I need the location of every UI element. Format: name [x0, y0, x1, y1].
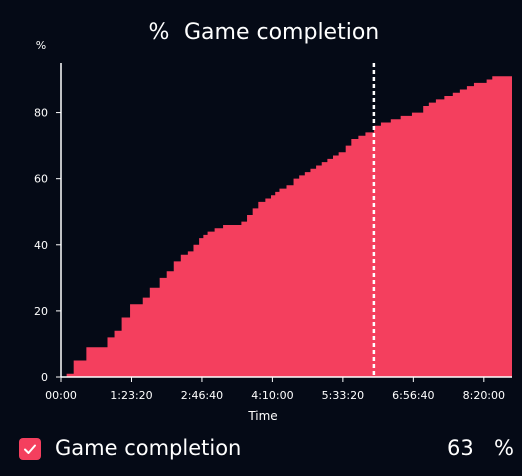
chart-title: Game completion — [184, 20, 379, 45]
legend-label: Game completion — [55, 436, 242, 460]
x-tick-label: 00:00 — [45, 389, 77, 402]
x-tick-label: 6:56:40 — [392, 389, 434, 402]
y-tick-label: 60 — [34, 173, 48, 186]
y-tick-label: 80 — [34, 107, 48, 120]
plot-area: 0 20 40 60 80 00:00 1:23:20 2:46:40 4:10:00 5:33:… — [34, 63, 512, 402]
legend-unit: % — [494, 436, 514, 460]
series-area-game-completion — [61, 76, 512, 377]
x-tick-label: 5:33:20 — [322, 389, 364, 402]
legend-row: Game completion 63 % — [0, 428, 522, 472]
y-axis-label: % — [36, 39, 46, 52]
y-tick-label: 40 — [34, 239, 48, 252]
series-toggle-checkbox[interactable] — [19, 438, 41, 460]
legend-value: 63 — [447, 436, 474, 460]
chart-title-prefix: % — [149, 20, 170, 45]
y-tick-label: 20 — [34, 305, 48, 318]
x-tick-label: 8:20:00 — [463, 389, 505, 402]
x-tick-label: 2:46:40 — [181, 389, 223, 402]
x-axis-label: Time — [247, 409, 277, 423]
check-icon — [24, 444, 36, 454]
y-tick-label: 0 — [41, 371, 48, 384]
x-tick-label: 1:23:20 — [110, 389, 152, 402]
x-tick-label: 4:10:00 — [251, 389, 293, 402]
